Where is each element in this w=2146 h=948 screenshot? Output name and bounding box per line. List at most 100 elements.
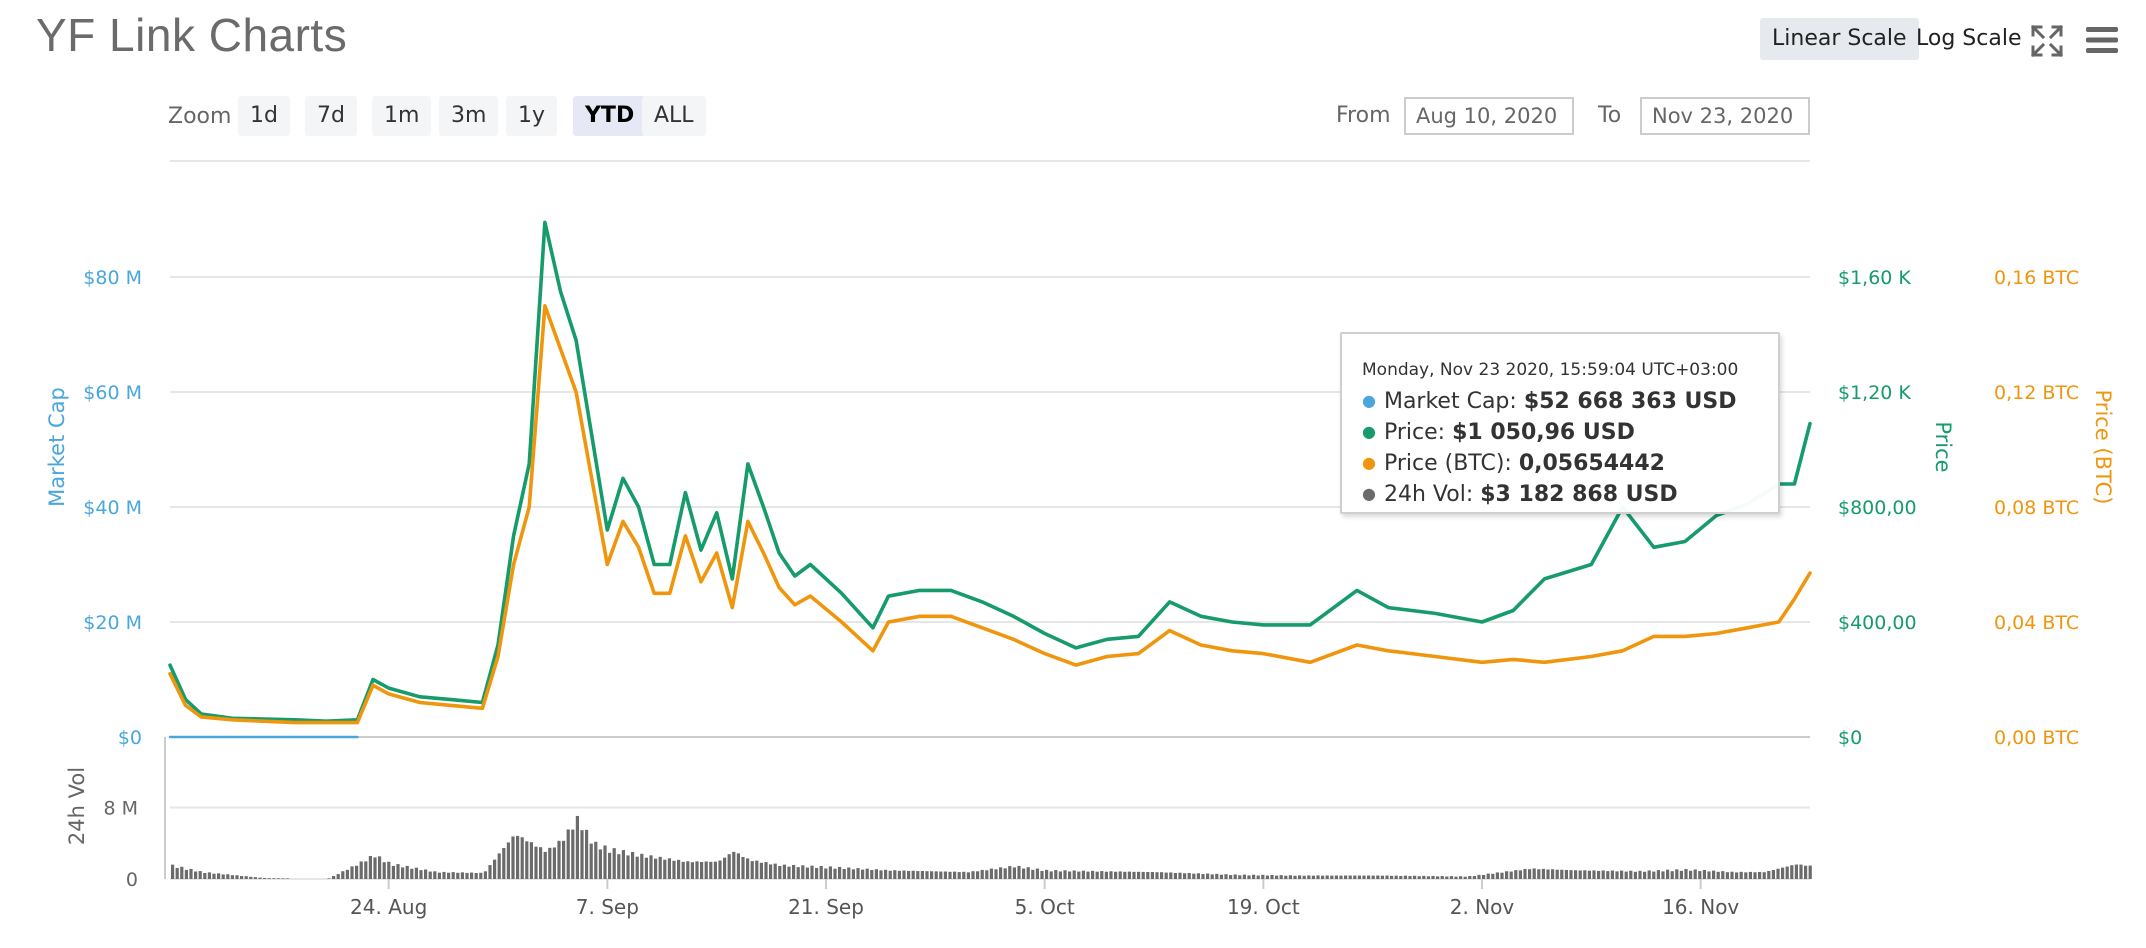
volume-bar bbox=[1049, 871, 1053, 879]
volume-bar bbox=[1587, 870, 1591, 879]
zoom-1d-button[interactable]: 1d bbox=[238, 96, 290, 136]
volume-bar bbox=[451, 872, 455, 879]
volume-bar bbox=[396, 864, 400, 879]
volume-bar bbox=[1040, 870, 1044, 879]
from-date-input[interactable] bbox=[1404, 97, 1574, 135]
volume-bar bbox=[332, 876, 336, 879]
volume-bar bbox=[355, 865, 359, 879]
volume-bar bbox=[1095, 871, 1099, 879]
volume-bar bbox=[934, 871, 938, 879]
volume-bar bbox=[911, 870, 915, 879]
volume-bar bbox=[962, 871, 966, 879]
volume-bar bbox=[258, 877, 262, 879]
volume-bar bbox=[1270, 875, 1274, 879]
volume-bar bbox=[805, 867, 809, 879]
fullscreen-icon[interactable] bbox=[2030, 24, 2064, 58]
volume-bar bbox=[1242, 874, 1246, 879]
volume-bar bbox=[1196, 873, 1200, 879]
zoom-1m-button[interactable]: 1m bbox=[372, 96, 432, 136]
zoom-all-button[interactable]: ALL bbox=[642, 96, 706, 136]
x-tick-label: 21. Sep bbox=[788, 895, 864, 919]
volume-bar bbox=[1233, 874, 1237, 879]
x-tick-label: 2. Nov bbox=[1450, 895, 1515, 919]
volume-bar bbox=[1482, 874, 1486, 879]
volume-bar bbox=[755, 860, 759, 879]
volume-bar bbox=[704, 861, 708, 879]
volume-bar bbox=[345, 869, 349, 879]
volume-bar bbox=[598, 849, 602, 879]
volume-bar bbox=[1436, 876, 1440, 879]
volume-bar bbox=[230, 875, 234, 879]
volume-bar bbox=[1219, 874, 1223, 879]
zoom-3m-button[interactable]: 3m bbox=[439, 96, 499, 136]
price-btc-line bbox=[168, 303, 1812, 725]
price-btc-dot-icon: ● bbox=[1362, 453, 1376, 472]
axis-titles: Market Cap Price Price (BTC) 24h Vol bbox=[45, 387, 2115, 845]
volume-bar bbox=[1403, 875, 1407, 879]
volume-bar bbox=[1652, 871, 1656, 879]
zoom-ytd-button[interactable]: YTD bbox=[573, 96, 647, 136]
volume-bar bbox=[1376, 875, 1380, 879]
volume-bar bbox=[1564, 869, 1568, 879]
volume-bar bbox=[902, 870, 906, 879]
volume-bar bbox=[1311, 875, 1315, 879]
volume-bar bbox=[801, 865, 805, 879]
volume-bar bbox=[833, 868, 837, 879]
volume-bar bbox=[571, 829, 575, 879]
log-scale-button[interactable]: Log Scale bbox=[1916, 26, 2022, 51]
volume-bar bbox=[1017, 865, 1021, 879]
volume-bar bbox=[667, 858, 671, 879]
volume-bar bbox=[1610, 870, 1614, 879]
volume-bar bbox=[1537, 869, 1541, 879]
volume-bar bbox=[465, 872, 469, 879]
volume-bar bbox=[1408, 876, 1412, 879]
volume-bar bbox=[838, 866, 842, 879]
volume-bar bbox=[1114, 871, 1118, 879]
menu-icon[interactable] bbox=[2084, 22, 2120, 58]
volume-bar bbox=[217, 873, 221, 879]
volume-bar bbox=[529, 842, 533, 879]
market-cap-axis-title: Market Cap bbox=[45, 387, 69, 507]
volume-bar bbox=[1459, 876, 1463, 879]
volume-bar bbox=[1629, 870, 1633, 879]
volume-bar bbox=[980, 869, 984, 879]
zoom-7d-button[interactable]: 7d bbox=[305, 96, 357, 136]
to-label: To bbox=[1598, 103, 1622, 128]
volume-bar bbox=[548, 847, 552, 879]
price-dot-icon: ● bbox=[1362, 422, 1376, 441]
zoom-1y-button[interactable]: 1y bbox=[506, 96, 558, 136]
axis-ticks: $0 $0 0,00 BTC $20 M $400,00 0,04 BTC $40 M $80… bbox=[83, 267, 2079, 919]
volume-bar bbox=[1394, 875, 1398, 879]
volume-bar bbox=[1753, 872, 1757, 879]
volume-bar bbox=[1302, 875, 1306, 879]
volume-bar bbox=[1127, 871, 1131, 879]
price-btc-tick-label: 0,04 BTC bbox=[1994, 612, 2079, 634]
price-btc-tick-label: 0,12 BTC bbox=[1994, 382, 2079, 404]
price-tick-label: $800,00 bbox=[1838, 497, 1917, 519]
volume-bar bbox=[1799, 864, 1803, 879]
volume-bar bbox=[741, 856, 745, 879]
tooltip-value: $52 668 363 USD bbox=[1523, 389, 1737, 414]
volume-bar bbox=[281, 878, 285, 879]
volume-bar bbox=[171, 864, 175, 879]
volume-bar bbox=[1109, 871, 1113, 879]
price-tick-label: $1,60 K bbox=[1838, 267, 1911, 289]
volume-bar bbox=[1150, 871, 1154, 879]
volume-bar bbox=[442, 871, 446, 879]
series-lines bbox=[168, 220, 1812, 739]
volume-bar bbox=[1647, 870, 1651, 879]
to-date-input[interactable] bbox=[1640, 97, 1810, 135]
volume-bar bbox=[1776, 868, 1780, 879]
volume-bar bbox=[1615, 871, 1619, 879]
volume-bar bbox=[1721, 871, 1725, 879]
volume-bar bbox=[989, 868, 993, 879]
volume-bar bbox=[1229, 875, 1233, 879]
volume-bar bbox=[1155, 872, 1159, 879]
volume-bar bbox=[976, 871, 980, 879]
volume-bar bbox=[1730, 871, 1734, 879]
volume-bar bbox=[1247, 875, 1251, 879]
x-tick-label: 19. Oct bbox=[1227, 895, 1300, 919]
volume-bar bbox=[677, 859, 681, 879]
volume-bar bbox=[226, 874, 230, 879]
linear-scale-button[interactable]: Linear Scale bbox=[1760, 18, 1919, 60]
